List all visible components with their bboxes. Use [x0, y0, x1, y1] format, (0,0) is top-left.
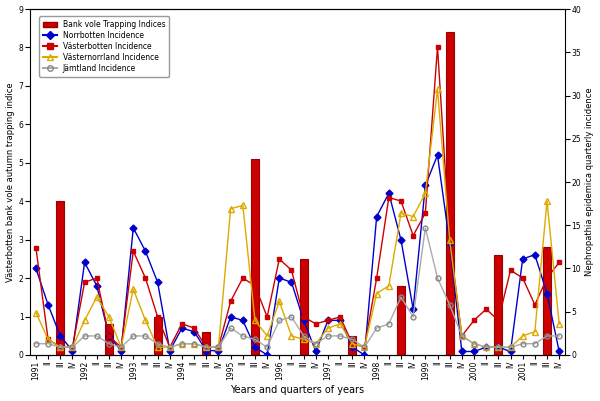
- Bar: [494, 255, 502, 355]
- X-axis label: Years and quarters of years: Years and quarters of years: [230, 385, 365, 395]
- Bar: [202, 332, 210, 355]
- Bar: [446, 32, 454, 355]
- Bar: [251, 159, 259, 355]
- Bar: [299, 259, 308, 355]
- Legend: Bank vole Trapping Indices, Norrbotten Incidence, Västerbotten Incidence, Väster: Bank vole Trapping Indices, Norrbotten I…: [39, 16, 169, 77]
- Bar: [543, 247, 551, 355]
- Bar: [154, 316, 161, 355]
- Y-axis label: Västerbotten bank vole autumn trapping indice: Västerbotten bank vole autumn trapping i…: [5, 82, 14, 282]
- Y-axis label: Nephropathia epidemica quarterly incidence: Nephropathia epidemica quarterly inciden…: [586, 88, 595, 276]
- Bar: [56, 201, 64, 355]
- Bar: [349, 336, 356, 355]
- Bar: [397, 286, 405, 355]
- Bar: [105, 324, 113, 355]
